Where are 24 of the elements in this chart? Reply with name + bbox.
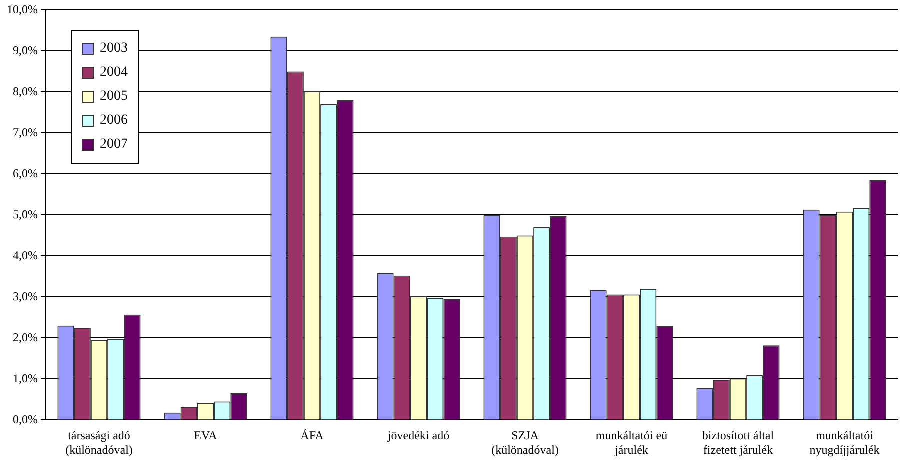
x-tick-label: munkáltatói nyugdíjjárulék	[810, 428, 880, 457]
y-tick-label: 5,0%	[12, 207, 38, 222]
y-tick-label: 4,0%	[12, 248, 38, 262]
legend-label: 2005	[100, 89, 128, 106]
y-tick-label: 3,0%	[12, 289, 38, 304]
x-tick-label: ÁFA	[300, 428, 324, 443]
y-tick-label: 7,0%	[12, 125, 38, 140]
y-tick-label: 9,0%	[12, 43, 38, 58]
legend-label: 2003	[100, 41, 128, 58]
x-tick-label: munkáltatói eü járulék	[596, 428, 668, 457]
y-tick-label: 10,0%	[6, 2, 38, 16]
y-tick-label: 6,0%	[12, 166, 38, 180]
legend-label: 2007	[100, 137, 128, 154]
y-tick-label: 2,0%	[12, 330, 38, 344]
x-tick-label: SZJA (különadóval)	[492, 428, 559, 457]
x-tick-label: társasági adó (különadóval)	[66, 428, 133, 457]
y-tick-label: 1,0%	[12, 371, 38, 386]
legend-label: 2004	[100, 65, 128, 82]
y-tick-label: 8,0%	[12, 84, 38, 98]
legend-label: 2006	[100, 113, 128, 130]
x-tick-label: biztosított által fizetett járulék	[702, 428, 775, 457]
x-tick-label: jövedéki adó	[386, 428, 450, 443]
y-tick-label: 0,0%	[12, 412, 38, 426]
x-tick-label: EVA	[194, 428, 218, 443]
